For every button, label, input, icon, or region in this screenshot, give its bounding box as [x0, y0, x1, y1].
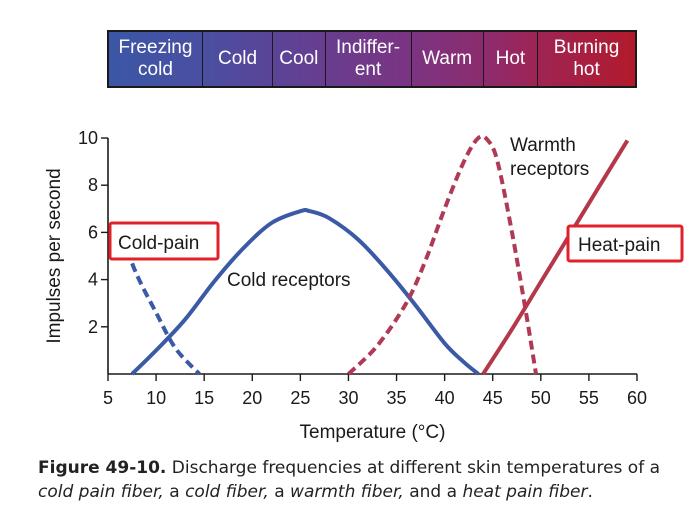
x-tick-label: 40 — [435, 388, 455, 408]
annotation-line: Cold-pain — [118, 233, 199, 254]
y-tick-label: 4 — [88, 270, 98, 290]
annotation-line: Cold receptors — [227, 270, 351, 291]
x-tick-label: 30 — [338, 388, 358, 408]
y-tick-label: 10 — [78, 128, 98, 148]
annotation-box-3 — [566, 224, 684, 263]
scale-cell-4: Warm — [411, 32, 484, 86]
y-tick-label: 2 — [88, 317, 98, 337]
scale-cell-3: Indiffer- ent — [325, 32, 412, 86]
x-tick-label: 10 — [146, 388, 166, 408]
caption-part-8: . — [587, 482, 593, 502]
caption-text: Discharge frequencies at different skin … — [38, 458, 660, 502]
caption-part-1: cold pain fiber, — [38, 482, 164, 502]
caption-part-6: and a — [403, 482, 463, 502]
annotation-line: Warmth — [510, 135, 576, 156]
annotation-label-0: Cold-pain — [118, 233, 199, 254]
x-tick-label: 35 — [387, 388, 407, 408]
caption-part-7: heat pain fiber — [462, 482, 588, 502]
x-tick-label: 15 — [194, 388, 214, 408]
x-tick-label: 60 — [627, 388, 647, 408]
series-layer — [120, 134, 630, 376]
scale-cell-1: Cold — [202, 32, 274, 86]
annotation-line: Heat-pain — [578, 235, 660, 256]
x-tick-label: 45 — [483, 388, 503, 408]
y-axis-label: Impulses per second — [44, 168, 65, 343]
temperature-scale-bar: Freezing cold Cold Cool Indiffer- ent Warm Ho… — [107, 30, 637, 88]
annotation-layer: Cold-pain Cold receptors Warmth receptors He… — [108, 135, 684, 291]
annotation-box-0 — [108, 221, 220, 261]
x-tick-label: 50 — [531, 388, 551, 408]
x-tick-label: 55 — [579, 388, 599, 408]
caption-part-5: warmth fiber, — [290, 482, 404, 502]
scale-cell-6: Burning hot — [538, 32, 635, 86]
y-tick-label: 8 — [88, 175, 98, 195]
annotation-label-1: Cold receptors — [227, 270, 351, 291]
x-tick-label: 5 — [103, 388, 113, 408]
chart-axes: 5 10 15 20 25 30 35 40 45 50 55 60 2 4 6 8 10 — [78, 128, 647, 408]
x-axis-label: Temperature (°C) — [300, 422, 446, 443]
scale-cell-2: Cool — [273, 32, 326, 86]
annotation-label-2: Warmth receptors — [510, 135, 589, 180]
caption-part-3: cold fiber, — [185, 482, 269, 502]
scale-cell-0: Freezing cold — [109, 32, 203, 86]
annotation-label-3: Heat-pain — [578, 235, 660, 256]
y-tick-label: 6 — [88, 222, 98, 242]
caption-part-2: a — [163, 482, 186, 502]
scale-cell-5: Hot — [483, 32, 539, 86]
series-line-1 — [130, 208, 480, 376]
x-tick-label: 25 — [290, 388, 310, 408]
figure-label: Figure 49-10. — [38, 458, 167, 478]
caption-part-4: a — [268, 482, 291, 502]
series-line-3 — [481, 139, 630, 376]
caption-part-0: Discharge frequencies at different skin … — [166, 458, 660, 478]
figure-caption: Figure 49-10. Discharge frequencies at d… — [38, 456, 678, 504]
annotation-line: receptors — [510, 159, 589, 180]
x-tick-label: 20 — [242, 388, 262, 408]
series-line-2 — [347, 134, 538, 376]
series-line-0 — [120, 236, 201, 376]
